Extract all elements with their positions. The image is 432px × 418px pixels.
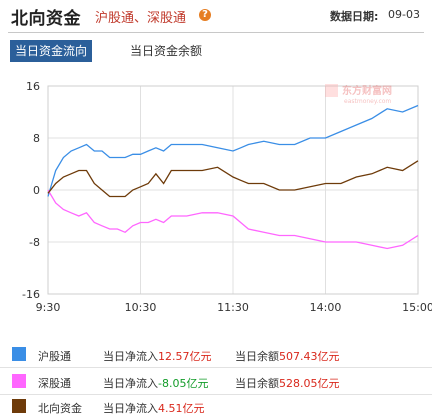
legend-swatch (12, 374, 26, 388)
chart-series (47, 104, 419, 250)
x-tick-label: 10:30 (125, 301, 157, 314)
x-tick-label: 15:00 (402, 301, 432, 314)
y-tick-label: -16 (22, 288, 40, 301)
x-tick-label: 9:30 (36, 301, 61, 314)
date-label: 数据日期: (330, 10, 379, 23)
legend-inflow-value: -8.05亿元 (158, 377, 209, 390)
page-title: 北向资金 (11, 9, 81, 29)
flow-line-chart: 东方财富网 eastmoney.com 16 8 0 -8 -16 9:30 10:30 1… (22, 80, 432, 314)
channel-subtitle-link[interactable]: 沪股通、深股通 (95, 11, 187, 26)
y-tick-label: -8 (29, 236, 40, 249)
legend-row[interactable]: 北向资金 当日净流入4.51亿元 (0, 395, 432, 417)
chart-grid (47, 85, 419, 295)
date-value: 09-03 (388, 8, 420, 21)
watermark-text: 东方财富网 (342, 84, 392, 97)
legend-name: 沪股通 (38, 350, 71, 363)
legend-inflow: 当日净流入-8.05亿元 (103, 375, 208, 391)
tab-daily-balance[interactable]: 当日资金余额 (130, 44, 203, 58)
tab-daily-flow[interactable]: 当日资金流向 (10, 40, 93, 62)
y-tick-label: 0 (33, 184, 40, 197)
legend-balance: 当日余额507.43亿元 (235, 348, 340, 364)
legend-name: 深股通 (38, 377, 71, 390)
y-axis-ticks: 16 8 0 -8 -16 (22, 80, 40, 301)
y-tick-label: 16 (26, 80, 40, 93)
watermark-subtext: eastmoney.com (344, 98, 391, 105)
legend-inflow-label: 当日净流入 (103, 350, 158, 363)
legend-swatch (12, 399, 26, 413)
legend-row[interactable]: 沪股通 当日净流入12.57亿元 当日余额507.43亿元 (0, 343, 432, 365)
series-line-3 (47, 160, 419, 198)
header-divider (8, 32, 424, 33)
series-line-2 (47, 189, 419, 250)
legend-inflow-value: 4.51亿元 (158, 402, 205, 415)
legend-inflow: 当日净流入12.57亿元 (103, 348, 212, 364)
legend-separator (0, 394, 432, 395)
legend-name: 北向资金 (38, 402, 82, 415)
watermark-logo-mark (325, 84, 338, 97)
legend-swatch (12, 347, 26, 361)
legend-separator (0, 367, 432, 368)
legend-inflow-label: 当日净流入 (103, 377, 158, 390)
legend-balance-label: 当日余额 (235, 350, 279, 363)
legend-balance-value: 528.05亿元 (279, 377, 340, 390)
legend-inflow-value: 12.57亿元 (158, 350, 212, 363)
help-icon[interactable]: ? (199, 9, 211, 21)
legend-inflow-label: 当日净流入 (103, 402, 158, 415)
x-tick-label: 11:30 (217, 301, 249, 314)
legend-inflow: 当日净流入4.51亿元 (103, 400, 205, 416)
series-line-1 (47, 104, 419, 197)
legend-balance-label: 当日余额 (235, 377, 279, 390)
page-header: 北向资金 沪股通、深股通 ? 数据日期: 09-03 (0, 0, 432, 30)
x-tick-label: 14:00 (310, 301, 342, 314)
legend-balance: 当日余额528.05亿元 (235, 375, 340, 391)
watermark-logo: 东方财富网 eastmoney.com (325, 84, 392, 105)
legend-row[interactable]: 深股通 当日净流入-8.05亿元 当日余额528.05亿元 (0, 370, 432, 392)
y-tick-label: 8 (33, 132, 40, 145)
x-axis-ticks: 9:30 10:30 11:30 14:00 15:00 (36, 301, 432, 314)
legend-balance-value: 507.43亿元 (279, 350, 340, 363)
